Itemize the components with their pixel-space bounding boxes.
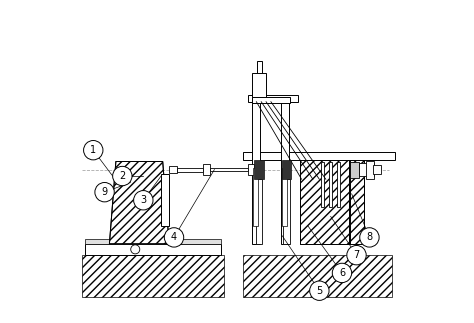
Circle shape xyxy=(347,245,366,265)
Bar xyxy=(203,164,210,175)
Circle shape xyxy=(83,141,103,160)
Bar xyxy=(244,152,395,160)
Bar xyxy=(359,163,374,176)
Text: 2: 2 xyxy=(119,171,126,181)
Bar xyxy=(254,160,264,179)
Bar xyxy=(169,166,177,173)
Circle shape xyxy=(134,191,153,210)
Text: 6: 6 xyxy=(339,268,345,278)
Bar xyxy=(300,160,350,244)
Bar xyxy=(177,168,203,172)
Circle shape xyxy=(310,281,329,300)
Text: 9: 9 xyxy=(101,187,108,197)
Bar xyxy=(161,174,169,226)
Bar xyxy=(282,168,287,226)
Text: 5: 5 xyxy=(316,286,322,296)
Bar xyxy=(248,164,254,175)
Polygon shape xyxy=(109,162,169,244)
Bar xyxy=(373,165,381,174)
Text: 7: 7 xyxy=(354,250,360,260)
Circle shape xyxy=(131,245,140,254)
Bar xyxy=(255,74,264,95)
Bar xyxy=(253,168,258,226)
Bar xyxy=(252,73,266,102)
Circle shape xyxy=(332,263,352,283)
Bar xyxy=(85,239,221,244)
Bar xyxy=(252,102,260,244)
Text: 8: 8 xyxy=(366,233,373,242)
Bar xyxy=(366,161,374,179)
Bar xyxy=(337,162,340,207)
Text: 1: 1 xyxy=(90,145,96,155)
Bar xyxy=(283,179,290,244)
Bar xyxy=(349,160,364,244)
Bar xyxy=(329,162,332,207)
Bar xyxy=(248,95,298,102)
Bar xyxy=(321,162,324,207)
Circle shape xyxy=(360,228,379,247)
Circle shape xyxy=(95,182,114,202)
Bar xyxy=(300,160,350,244)
Bar xyxy=(210,168,248,171)
Text: 3: 3 xyxy=(140,195,146,205)
Bar xyxy=(256,179,262,244)
Bar xyxy=(85,244,221,255)
Bar xyxy=(282,160,291,179)
Text: 4: 4 xyxy=(171,233,177,242)
Circle shape xyxy=(113,166,132,186)
Bar xyxy=(244,255,392,297)
Bar xyxy=(82,255,224,297)
Bar xyxy=(350,162,359,178)
Bar xyxy=(349,160,364,244)
Bar xyxy=(281,102,289,244)
Bar xyxy=(257,61,262,74)
Circle shape xyxy=(164,228,184,247)
Bar xyxy=(252,97,290,103)
